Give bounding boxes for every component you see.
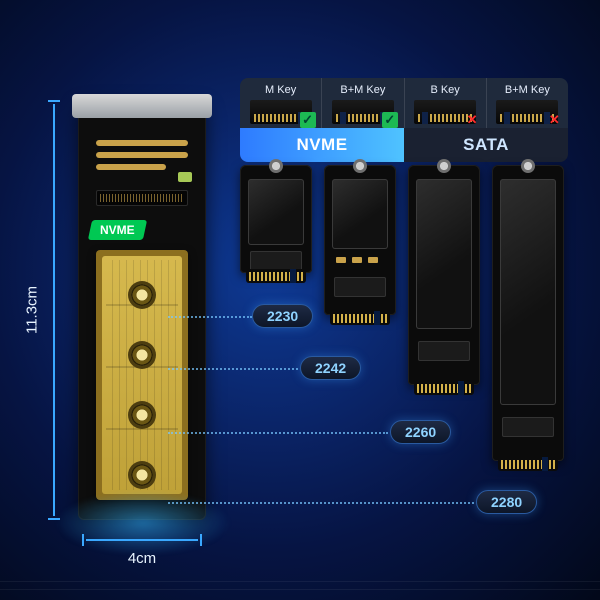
- edge-connector-icon: [498, 457, 558, 471]
- check-icon: [300, 112, 316, 128]
- connector-icon: [332, 100, 394, 124]
- protocol-nvme: NVME: [240, 128, 404, 162]
- protocol-row: NVME SATA: [240, 128, 568, 162]
- leader-line: [168, 368, 298, 370]
- size-pill-2230: 2230: [252, 304, 313, 328]
- decorative-line: [0, 581, 600, 582]
- screw-icon: [521, 159, 535, 173]
- leader-line: [168, 502, 474, 504]
- edge-connector-icon: [414, 381, 474, 395]
- key-cell-b: B Key: [404, 78, 486, 128]
- connector-icon: [414, 100, 476, 124]
- leader-line: [168, 432, 388, 434]
- screw-icon: [353, 159, 367, 173]
- pcb-smd-chip: [178, 172, 192, 182]
- size-pill-2280: 2280: [476, 490, 537, 514]
- edge-connector-icon: [330, 311, 390, 325]
- cross-icon: [546, 112, 562, 128]
- compatibility-table: M Key B+M Key B Key B+M Key: [240, 78, 568, 162]
- standoff-hole-icon: [131, 344, 153, 366]
- heatsink-plate: [96, 250, 188, 500]
- io-bracket: [72, 94, 212, 118]
- decorative-line: [0, 589, 600, 590]
- dimension-horizontal: 4cm: [82, 532, 202, 556]
- leader-line: [168, 316, 252, 318]
- dimension-vertical: 11.3cm: [42, 100, 66, 520]
- screw-icon: [437, 159, 451, 173]
- standoff-hole-icon: [131, 464, 153, 486]
- key-cell-m: M Key: [240, 78, 321, 128]
- cross-icon: [464, 112, 480, 128]
- dimension-width-label: 4cm: [128, 550, 156, 567]
- key-cell-bm-nvme: B+M Key: [321, 78, 403, 128]
- standoff-hole-icon: [131, 404, 153, 426]
- ssd-2230: [240, 165, 312, 273]
- ssd-2280: [492, 165, 564, 461]
- ssd-2242: [324, 165, 396, 315]
- protocol-tag: NVME: [88, 220, 147, 240]
- pcie-adapter-card: NVME: [78, 100, 206, 520]
- key-row: M Key B+M Key B Key B+M Key: [240, 78, 568, 128]
- edge-connector-icon: [246, 269, 306, 283]
- key-cell-bm-sata: B+M Key: [486, 78, 568, 128]
- size-pill-2242: 2242: [300, 356, 361, 380]
- check-icon: [382, 112, 398, 128]
- m2-slot: [96, 190, 188, 206]
- connector-icon: [250, 100, 312, 124]
- size-pill-2260: 2260: [390, 420, 451, 444]
- ssd-2260: [408, 165, 480, 385]
- protocol-sata: SATA: [404, 128, 568, 162]
- standoff-hole-icon: [131, 284, 153, 306]
- dimension-height-label: 11.3cm: [24, 286, 41, 334]
- connector-icon: [496, 100, 558, 124]
- screw-icon: [269, 159, 283, 173]
